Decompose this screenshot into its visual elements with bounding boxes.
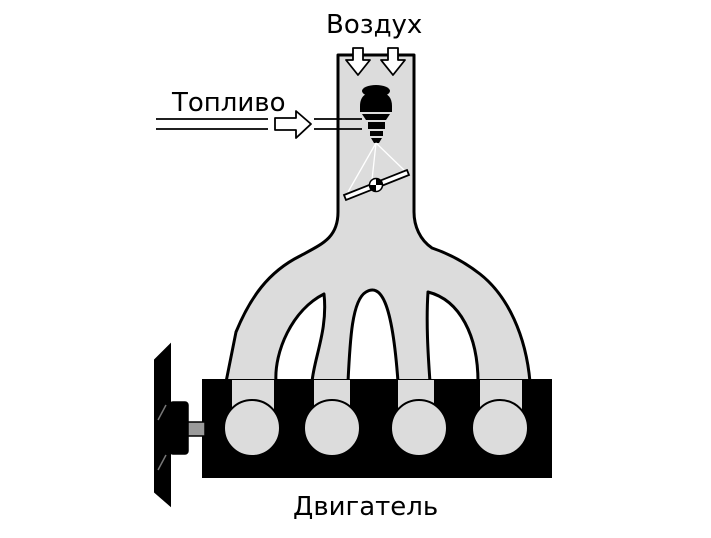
fuel-injector-icon xyxy=(360,85,392,143)
fuel-line xyxy=(156,118,362,130)
air-inlet-arrow-icon xyxy=(345,47,406,76)
cylinder-1 xyxy=(223,399,281,457)
engine-label: Двигатель xyxy=(293,492,439,522)
cylinder-2 xyxy=(303,399,361,457)
cylinder-4 xyxy=(471,399,529,457)
cylinder-3 xyxy=(390,399,448,457)
air-label: Воздух xyxy=(326,10,423,40)
flywheel-icon xyxy=(154,342,206,508)
intake-manifold xyxy=(224,53,532,384)
fuel-arrow-icon xyxy=(274,110,312,139)
fuel-label: Топливо xyxy=(172,88,286,118)
fuel-spray xyxy=(347,142,405,193)
throttle-valve-icon xyxy=(342,168,411,202)
